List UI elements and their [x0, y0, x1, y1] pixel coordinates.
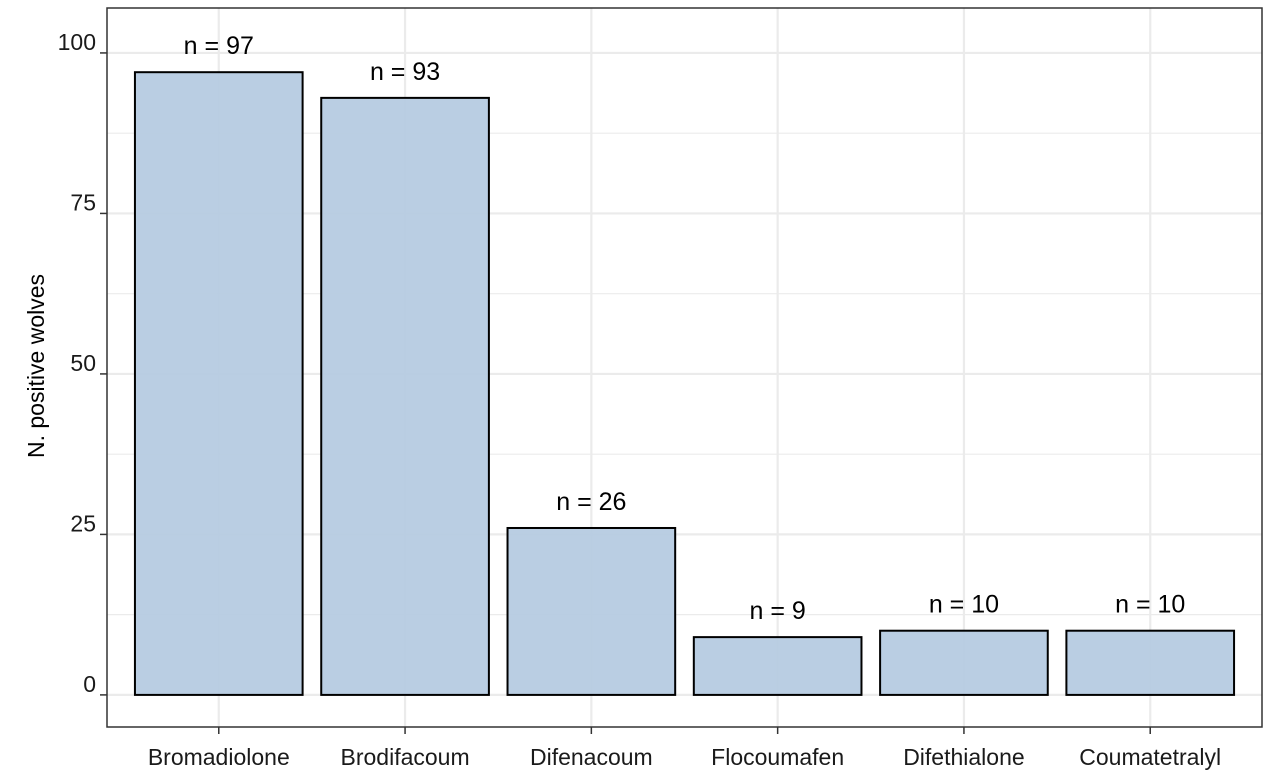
x-tick-label: Coumatetralyl — [1079, 744, 1221, 770]
bar-value-label: n = 10 — [1115, 591, 1185, 619]
bar — [692, 636, 863, 696]
y-tick-label: 75 — [70, 189, 96, 215]
bar-value-label: n = 93 — [370, 58, 440, 86]
bar-labels: n = 97 n = 93 n = 26 n = 9 n = 10 n = 10 — [184, 32, 1186, 625]
panel-border — [106, 7, 1263, 728]
bar-value-label: n = 97 — [184, 32, 254, 60]
y-tick-label: 0 — [83, 671, 96, 697]
bar-value-label: n = 10 — [929, 591, 999, 619]
x-tick-label: Difenacoum — [530, 744, 653, 770]
x-tick-label: Flocoumafen — [711, 744, 844, 770]
axes: 0 25 50 75 100 Bromadiolone Brodifacoum Difenac… — [58, 7, 1263, 770]
y-tick-label: 100 — [58, 29, 96, 55]
y-tick-label: 25 — [70, 510, 96, 536]
y-tick-label: 50 — [70, 350, 96, 376]
y-axis-title: N. positive wolves — [23, 274, 49, 458]
bar — [133, 71, 304, 696]
bar-value-label: n = 9 — [749, 597, 805, 625]
x-tick-label: Bromadiolone — [148, 744, 290, 770]
bar — [320, 96, 490, 696]
bar — [506, 526, 677, 696]
bar-value-label: n = 26 — [556, 488, 626, 516]
bar — [879, 629, 1049, 696]
bar — [1065, 629, 1236, 696]
x-tick-label: Brodifacoum — [341, 744, 470, 770]
x-tick-label: Difethialone — [903, 744, 1024, 770]
bars — [133, 71, 1236, 696]
